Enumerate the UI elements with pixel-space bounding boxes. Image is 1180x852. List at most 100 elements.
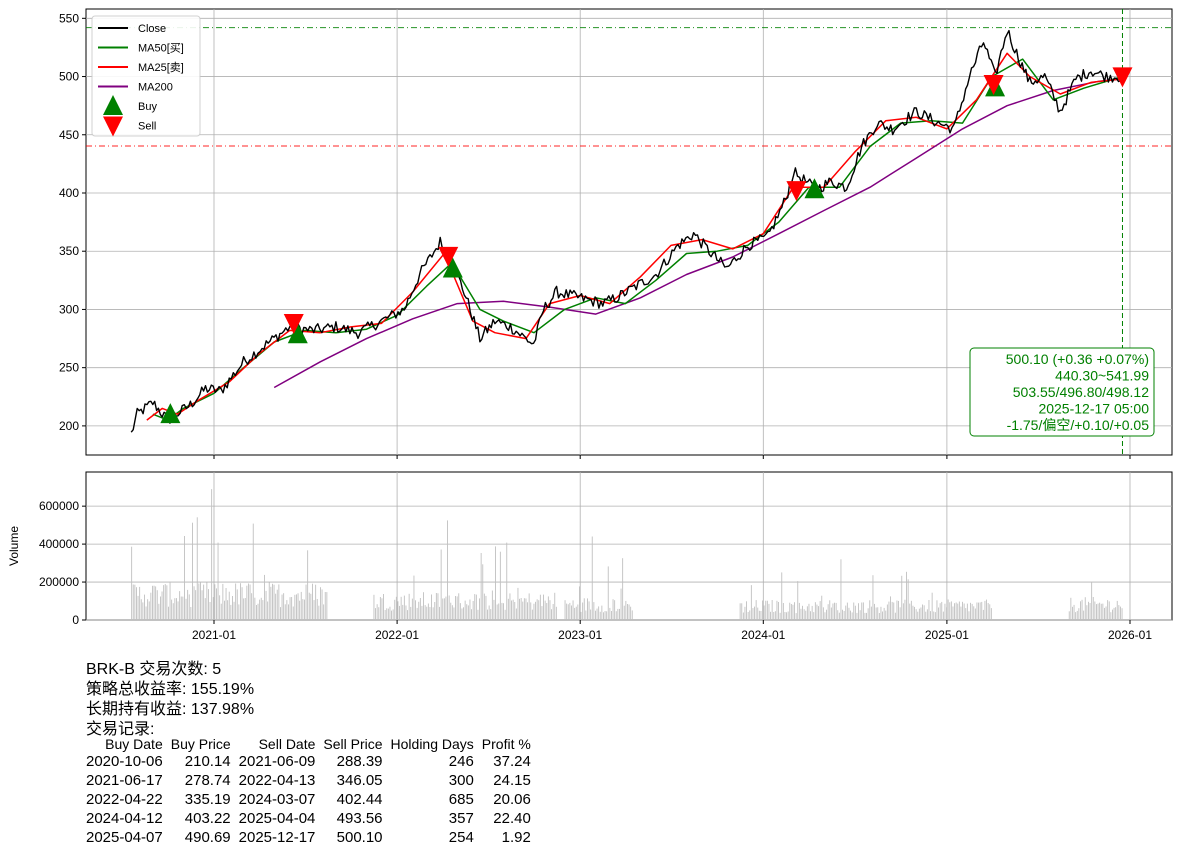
volume-bar: [546, 603, 548, 620]
volume-bar: [134, 584, 136, 620]
profit: 24.15: [493, 772, 531, 789]
volume-bar: [416, 607, 418, 620]
volume-bar: [397, 601, 399, 620]
volume-bar: [1083, 610, 1085, 620]
sell-price: 346.05: [336, 772, 383, 789]
volume-bar: [477, 609, 479, 620]
volume-bar: [585, 610, 587, 620]
volume-bar: [598, 606, 600, 620]
trade-records: Buy Date Buy Price Sell Date Sell Price …: [86, 736, 531, 847]
volume-bar: [228, 591, 230, 620]
volume-bar: [169, 581, 171, 620]
volume-bar: [156, 590, 158, 620]
volume-bar: [851, 612, 853, 620]
volume-bar: [982, 609, 984, 620]
profit: 20.06: [493, 791, 531, 808]
volume-bar: [813, 612, 815, 620]
volume-bar: [819, 601, 821, 620]
volume-bar: [547, 596, 549, 620]
volume-bar: [957, 603, 959, 620]
volume-bar: [300, 591, 302, 620]
volume-bar: [1078, 608, 1080, 620]
volume-bar: [606, 611, 608, 620]
volume-bar: [840, 559, 842, 620]
volume-bar: [814, 602, 816, 620]
volume-bar: [914, 606, 915, 620]
volume-bar: [214, 584, 216, 620]
volume-bar: [829, 600, 831, 620]
volume-bar: [939, 603, 941, 620]
volume-bar: [890, 596, 891, 620]
volume-bar: [880, 606, 882, 620]
volume-bar: [270, 586, 272, 620]
volume-bar: [976, 602, 978, 620]
volume-bar: [938, 607, 939, 620]
volume-bar: [947, 599, 949, 620]
volume-bar: [790, 604, 792, 620]
sell-marker: [438, 246, 459, 267]
volume-bar: [1108, 601, 1110, 620]
legend-label: MA200: [138, 82, 173, 94]
volume-bar: [259, 599, 261, 620]
volume-bar: [485, 595, 487, 620]
volume-bar: [373, 594, 375, 620]
volume-bar: [835, 602, 837, 620]
volume-bar: [906, 571, 907, 620]
volume-bar: [588, 601, 590, 620]
volume-bar: [920, 607, 922, 620]
volume-bar: [291, 597, 293, 620]
profit: 37.24: [493, 753, 531, 770]
volume-bar: [1112, 609, 1113, 620]
volume-bar: [946, 607, 947, 620]
volume-bar: [848, 607, 850, 620]
volume-bar: [798, 602, 800, 620]
volume-bar: [1099, 602, 1101, 620]
sell-price: 493.56: [336, 810, 383, 827]
volume-bar: [139, 586, 141, 620]
volume-bar: [283, 593, 285, 620]
volume-bar: [391, 610, 392, 620]
volume-bar: [627, 604, 628, 620]
volume-bar: [289, 597, 291, 620]
volume-bar: [854, 605, 856, 620]
volume-bar: [795, 613, 797, 620]
volume-bar: [850, 610, 851, 620]
volume-bar: [1097, 603, 1099, 620]
volume-bar: [256, 605, 257, 620]
volume-bar: [211, 489, 213, 620]
volume-bar: [496, 604, 498, 620]
volume-bar: [846, 602, 848, 620]
volume-bar: [424, 605, 426, 620]
volume-bar: [758, 610, 760, 620]
buy-date: 2024-04-12: [86, 810, 163, 827]
volume-bar: [612, 599, 614, 620]
volume-bar: [803, 609, 805, 620]
volume-bar: [262, 600, 264, 620]
volume-bar: [922, 604, 923, 620]
volume-bar: [179, 591, 181, 620]
volume-bar: [739, 603, 741, 620]
volume-bar: [1070, 597, 1072, 620]
y-tick-label: 600000: [39, 499, 79, 513]
volume-bar: [227, 600, 229, 620]
volume-bar: [451, 605, 453, 620]
volume-bar: [525, 598, 527, 620]
volume-bar: [278, 584, 280, 620]
holding-days: 300: [448, 772, 474, 789]
volume-bar: [267, 601, 269, 620]
volume-bar: [541, 606, 543, 620]
price-panel: 200 250 300 350 400 450 500 550 Close MA50[买] MA2…: [59, 8, 1173, 459]
volume-bar: [611, 611, 612, 620]
volume-bar: [755, 600, 757, 620]
volume-bar: [160, 596, 161, 620]
volume-bar: [440, 549, 442, 620]
volume-bar: [741, 603, 743, 620]
volume-bar: [455, 596, 456, 620]
volume-bar: [1092, 597, 1094, 620]
volume-bar: [614, 600, 616, 620]
volume-bar: [1118, 605, 1120, 620]
volume-bar: [528, 593, 530, 620]
volume-bar: [837, 610, 839, 620]
volume-bar: [533, 603, 535, 620]
volume-bar: [488, 605, 490, 620]
